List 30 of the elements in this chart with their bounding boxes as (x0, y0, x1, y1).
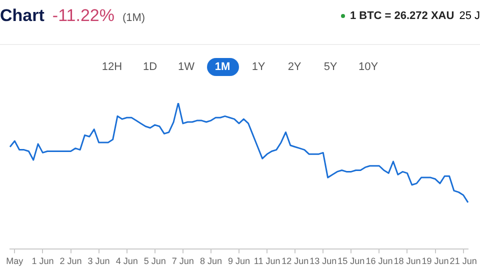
x-tick-label: 12 Jun (282, 256, 309, 266)
text: 1 BTC = 26.272 XAU (350, 10, 454, 22)
x-tick-label: 9 Jun (228, 256, 250, 266)
x-tick-label: 8 Jun (200, 256, 222, 266)
x-tick-label: 19 Jun (422, 256, 449, 266)
x-tick-label: 11 Jun (254, 256, 280, 266)
x-tick-label: 13 Jun (310, 256, 337, 266)
text: 10Y (358, 60, 380, 75)
x-tick-label: 18 Jun (394, 256, 421, 266)
text: 12H (100, 60, 124, 75)
x-tick-label: 3 Jun (88, 256, 110, 266)
x-tick-label: 4 Jun (116, 256, 138, 266)
text: (1M) (122, 12, 146, 24)
x-tick-label: 1 Jun (32, 256, 54, 266)
text: 1W (177, 60, 196, 75)
text: 2Y (286, 60, 302, 75)
text: 25 J (459, 10, 480, 22)
chart-title: Chart (0, 6, 44, 26)
x-tick-label: 2 Jun (60, 256, 82, 266)
text: 1D (142, 60, 158, 75)
x-tick-label: 7 Jun (172, 256, 194, 266)
x-tick-label: May (6, 256, 24, 266)
text: 1Y (250, 60, 266, 75)
text: 1M (206, 58, 239, 76)
x-tick-label: 5 Jun (144, 256, 166, 266)
x-tick-label: 21 Jun (450, 256, 477, 266)
x-tick-label: 15 Jun (338, 256, 365, 266)
x-tick-label: 16 Jun (366, 256, 393, 266)
text: 5Y (322, 60, 338, 75)
chart-subtitle: -11.22% (52, 6, 114, 26)
